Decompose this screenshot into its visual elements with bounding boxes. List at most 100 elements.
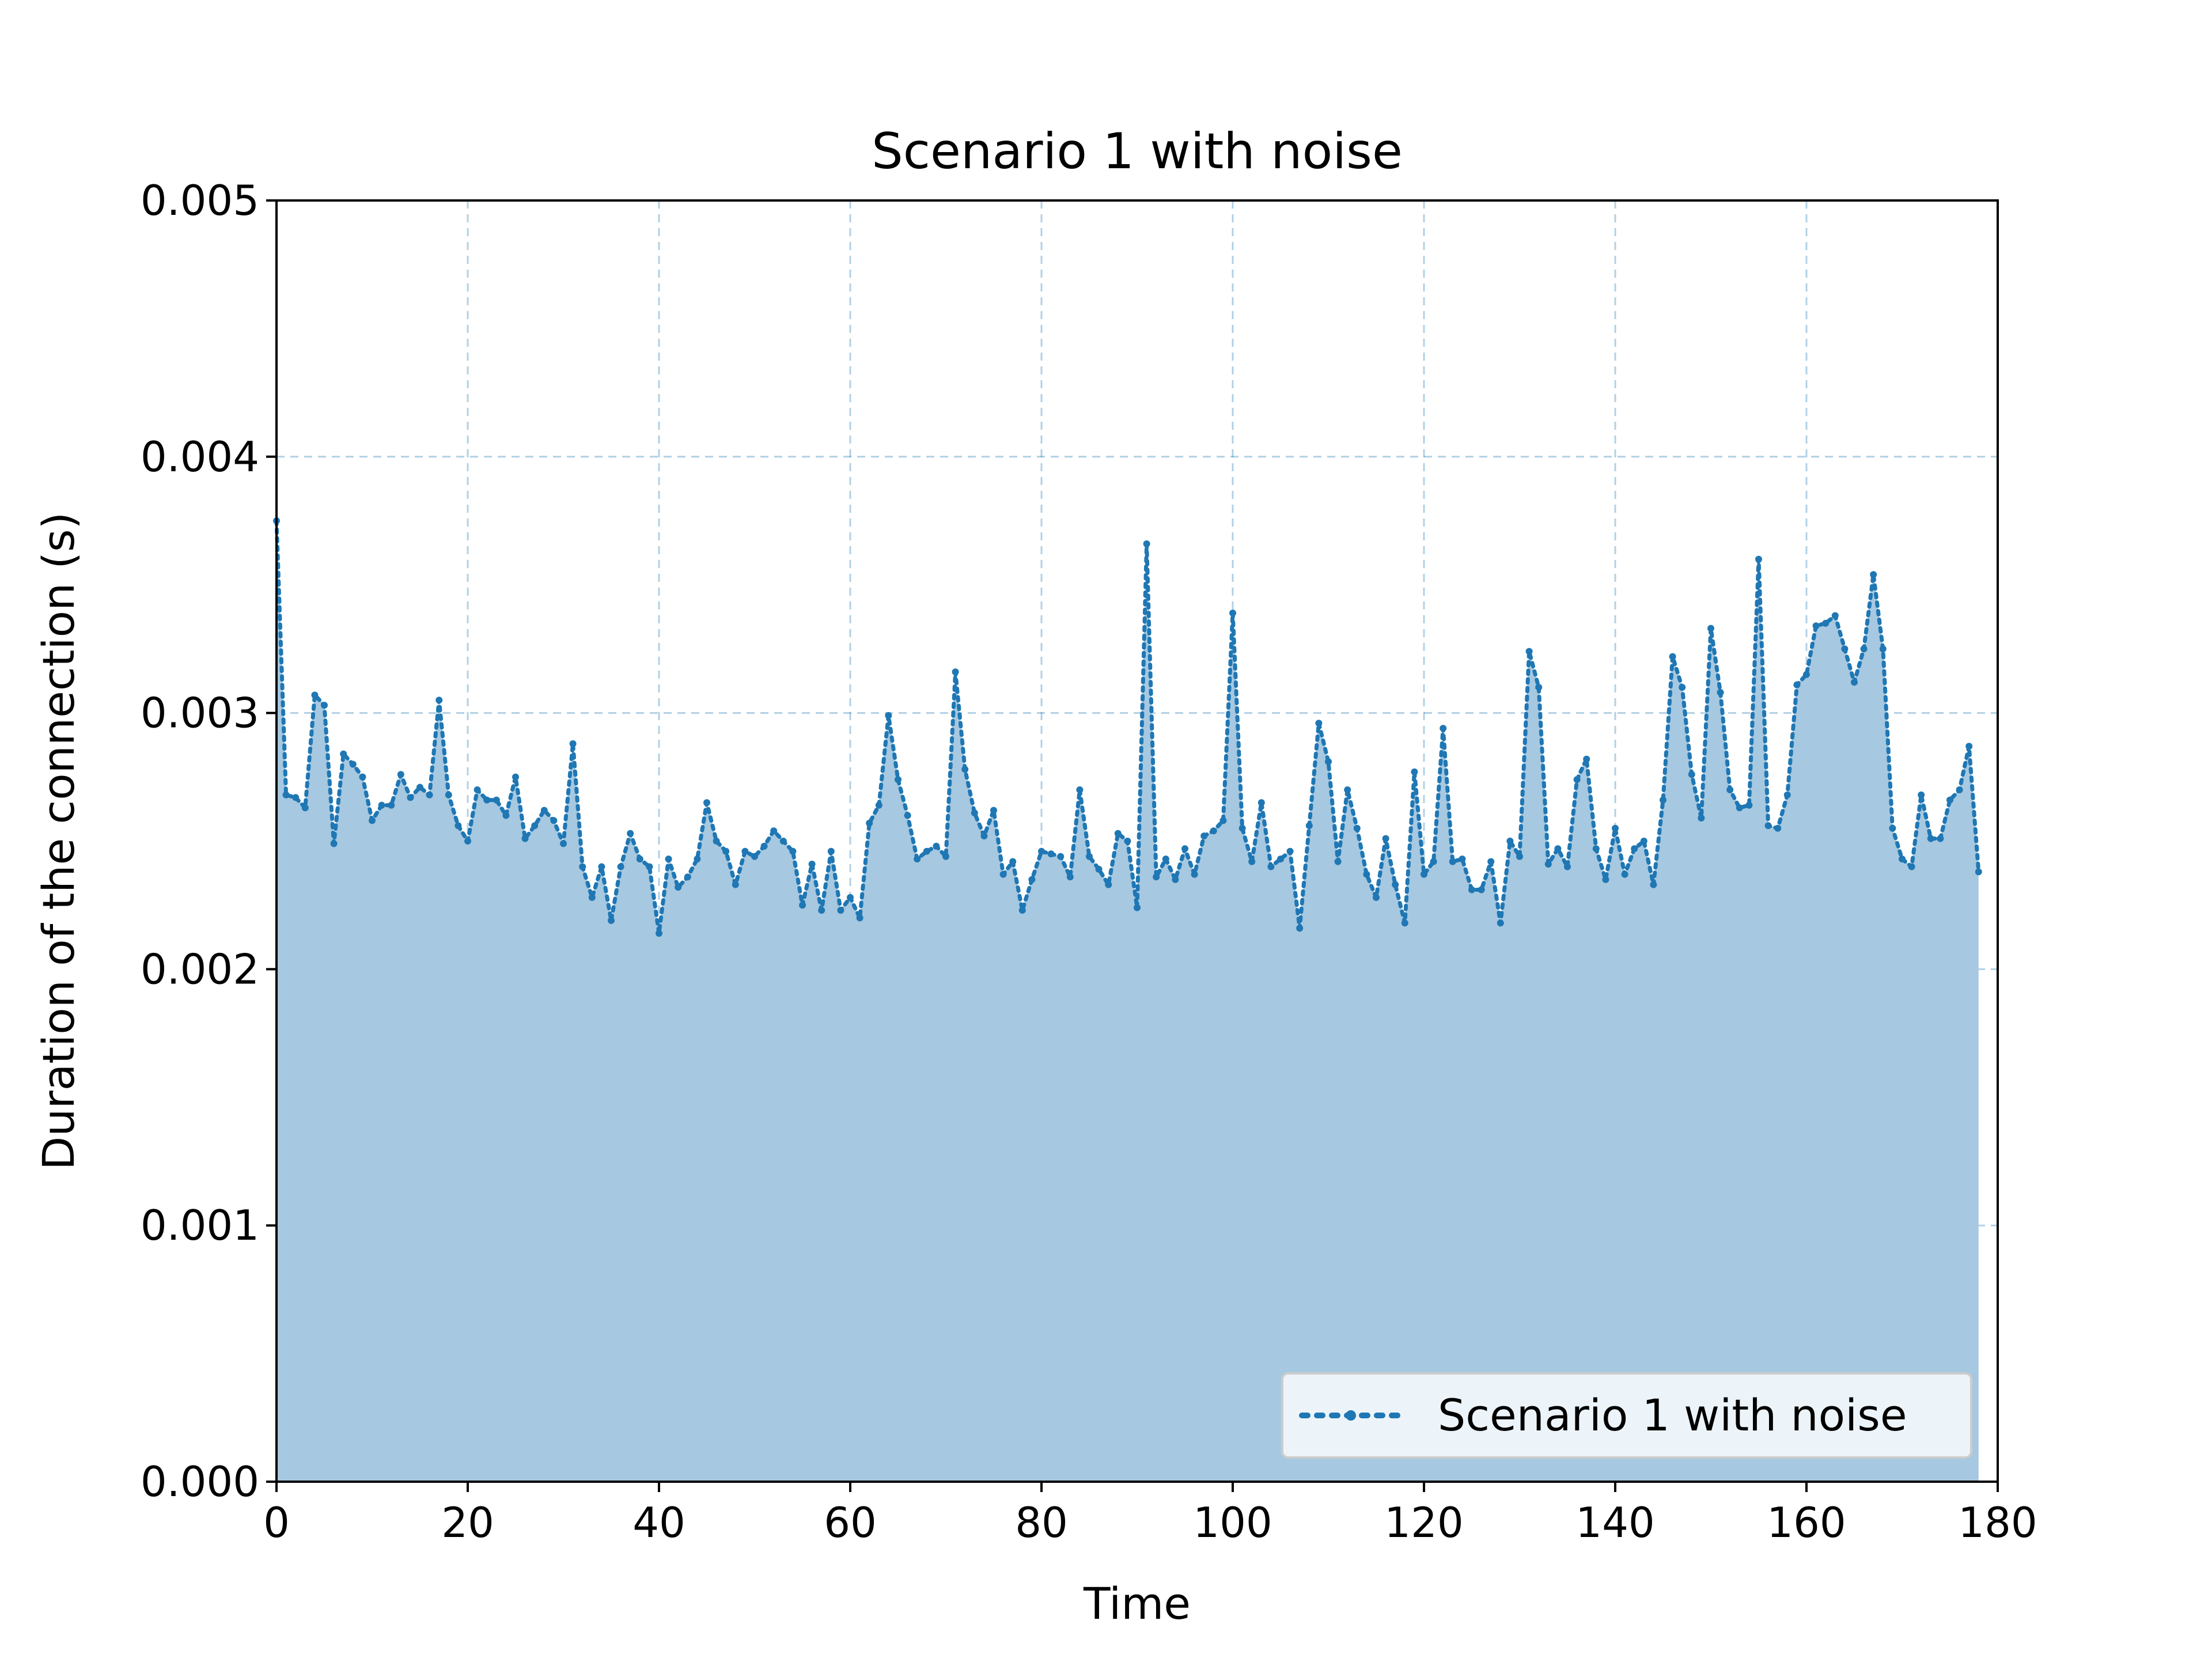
data-point	[617, 863, 624, 870]
data-point	[675, 884, 682, 891]
data-point	[1899, 855, 1906, 863]
data-point	[971, 809, 978, 817]
data-point	[856, 914, 863, 922]
data-point	[818, 907, 825, 914]
data-point	[646, 863, 653, 870]
data-point	[1066, 873, 1074, 881]
data-point	[1544, 861, 1552, 868]
data-point	[980, 832, 988, 840]
data-point	[1612, 824, 1619, 832]
data-point	[1965, 743, 1973, 750]
data-point	[330, 840, 338, 847]
data-point	[1057, 853, 1065, 860]
data-point	[1305, 822, 1313, 830]
x-axis-ticks: 0 20 40 60 80 100 120 140 160 180	[263, 1482, 2037, 1547]
data-point	[560, 840, 567, 847]
data-point	[1325, 758, 1332, 766]
y-axis-ticks: 0.000 0.001 0.002 0.003 0.004 0.005	[141, 176, 276, 1506]
data-point	[1660, 796, 1666, 804]
data-point	[502, 812, 510, 819]
data-point	[1564, 863, 1571, 870]
data-point	[914, 855, 921, 863]
x-tick-label: 80	[1015, 1498, 1068, 1547]
x-tick-label: 160	[1767, 1498, 1846, 1547]
data-point	[1679, 684, 1686, 691]
data-point	[789, 847, 797, 855]
data-point	[282, 791, 290, 798]
data-point	[990, 807, 997, 814]
data-point	[540, 807, 548, 814]
data-point	[1650, 881, 1657, 888]
data-point	[321, 702, 328, 709]
data-point	[1535, 684, 1543, 691]
data-point	[1698, 815, 1705, 821]
data-point	[1219, 817, 1227, 824]
data-point	[656, 930, 662, 937]
data-point	[1726, 786, 1734, 793]
data-point	[1736, 804, 1743, 812]
data-point	[1038, 847, 1045, 855]
data-point	[359, 773, 366, 781]
data-point	[1860, 645, 1868, 653]
data-point	[1430, 858, 1437, 865]
y-tick-label: 0.000	[141, 1457, 259, 1506]
data-point	[464, 838, 471, 845]
data-point	[1238, 824, 1246, 832]
data-point	[1975, 868, 1982, 876]
data-point	[445, 791, 452, 798]
data-point	[579, 863, 586, 870]
x-tick-label: 20	[441, 1498, 494, 1547]
legend-marker-icon	[1346, 1410, 1356, 1421]
data-point	[1793, 681, 1801, 688]
y-tick-label: 0.004	[141, 433, 259, 481]
x-tick-label: 120	[1384, 1498, 1463, 1547]
data-point	[1908, 863, 1915, 870]
area-fill-layer	[276, 521, 1979, 1482]
data-point	[1114, 830, 1122, 837]
data-point	[1143, 540, 1150, 547]
data-point	[1401, 919, 1408, 927]
data-point	[684, 873, 691, 881]
data-point	[569, 740, 577, 747]
data-point	[1363, 870, 1370, 878]
data-point	[1707, 624, 1714, 632]
data-point	[1918, 791, 1925, 798]
data-point	[904, 812, 911, 819]
data-point	[1334, 858, 1342, 865]
data-point	[1946, 796, 1953, 804]
data-point	[1286, 847, 1294, 855]
data-point	[1487, 858, 1495, 865]
data-point	[741, 847, 749, 855]
area-fill	[276, 521, 1979, 1482]
data-point	[1478, 886, 1485, 894]
data-point	[1851, 679, 1858, 686]
data-point	[512, 773, 519, 781]
data-point	[1296, 925, 1304, 932]
x-tick-label: 140	[1575, 1498, 1654, 1547]
data-point	[397, 771, 404, 778]
data-point	[1162, 855, 1169, 863]
data-point	[722, 847, 730, 855]
data-point	[1315, 720, 1323, 727]
data-point	[483, 796, 491, 804]
data-point	[1879, 645, 1887, 653]
data-point	[1009, 858, 1017, 865]
data-point	[1573, 776, 1581, 783]
data-point	[1516, 853, 1523, 860]
x-tick-label: 100	[1193, 1498, 1272, 1547]
data-point	[999, 870, 1007, 878]
data-point	[598, 863, 605, 870]
data-point	[933, 842, 940, 850]
data-point	[1583, 755, 1590, 763]
data-point	[531, 822, 539, 830]
data-point	[1095, 865, 1103, 873]
data-point	[1124, 838, 1131, 845]
data-point	[760, 842, 768, 850]
data-point	[1506, 838, 1514, 845]
data-point	[1353, 824, 1361, 832]
data-point	[1497, 919, 1504, 927]
data-point	[923, 847, 930, 855]
data-point	[1373, 894, 1380, 901]
